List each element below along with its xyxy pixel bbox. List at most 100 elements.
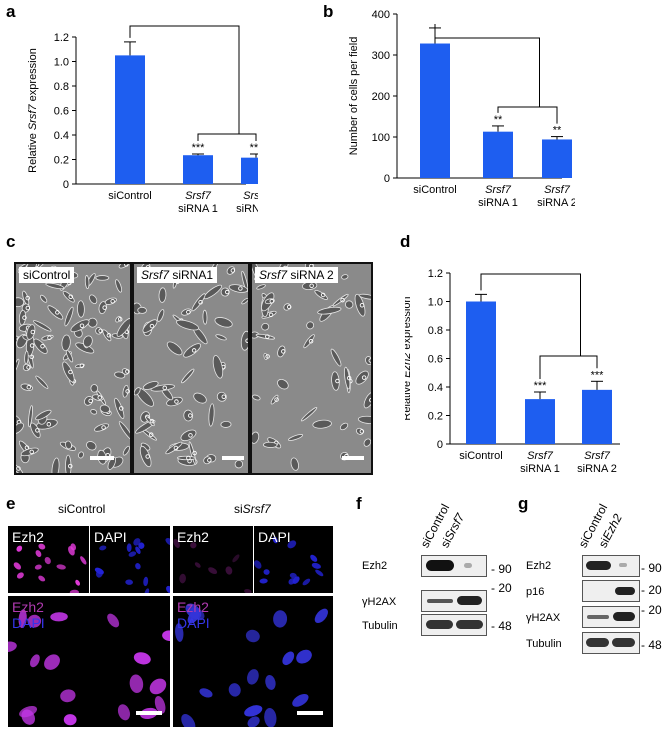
cell xyxy=(61,334,71,352)
nuclei xyxy=(254,536,324,586)
nucleus xyxy=(302,578,311,586)
cell-highlight xyxy=(340,297,345,303)
scale-bar xyxy=(222,456,244,460)
fluorescence-sicontrol-ezh2: Ezh2 xyxy=(8,526,89,593)
y-tick-label: 0.8 xyxy=(54,81,69,93)
nucleus xyxy=(247,716,260,727)
nucleus xyxy=(63,714,77,726)
bar xyxy=(241,157,258,184)
nucleus xyxy=(38,543,46,550)
cell xyxy=(330,348,342,367)
nuclei xyxy=(175,603,328,727)
significance-label: *** xyxy=(591,369,605,381)
cell xyxy=(35,375,49,389)
nucleus xyxy=(38,575,46,582)
cell-highlight xyxy=(224,289,230,295)
cell xyxy=(339,422,349,431)
mw-marker: - 48 xyxy=(641,638,662,652)
nucleus xyxy=(75,579,81,586)
cell-highlight xyxy=(101,425,106,430)
mw-marker: - 20 xyxy=(641,583,662,597)
micrograph-label: siControl xyxy=(19,267,75,283)
y-tick-label: 1.0 xyxy=(428,297,443,309)
nuclei xyxy=(173,538,252,593)
y-tick-label: 1.0 xyxy=(54,57,69,69)
cell-highlight xyxy=(106,333,112,338)
nucleus xyxy=(289,572,297,579)
cell-highlight xyxy=(102,305,107,310)
y-tick-label: 0.4 xyxy=(54,130,69,142)
nucleus xyxy=(247,669,259,685)
cell xyxy=(16,297,25,308)
panel-label-c: c xyxy=(6,232,16,251)
x-tick-label: siControl xyxy=(108,190,151,202)
cell-highlight xyxy=(188,433,193,438)
nucleus xyxy=(149,678,167,695)
channel-label-ezh2: Ezh2 xyxy=(177,599,209,615)
channel-label: DAPI xyxy=(258,529,291,545)
cell xyxy=(64,306,74,327)
nucleus xyxy=(128,551,137,557)
cell-highlight xyxy=(308,338,314,344)
nucleus xyxy=(272,536,278,544)
nucleus xyxy=(34,564,42,570)
y-tick-label: 0.2 xyxy=(428,411,443,423)
nucleus xyxy=(282,651,295,666)
nucleus xyxy=(264,707,277,727)
bar xyxy=(542,139,572,178)
nucleus xyxy=(225,566,233,575)
cell xyxy=(256,284,266,290)
blot-f-gh2ax xyxy=(421,590,487,612)
x-tick-label: Srsf7 xyxy=(527,450,554,462)
nuclei xyxy=(13,543,87,593)
bar xyxy=(420,43,450,178)
nucleus xyxy=(18,609,27,629)
cell xyxy=(252,394,261,401)
nucleus xyxy=(173,538,180,549)
panel-label-b: b xyxy=(323,2,334,21)
nucleus xyxy=(190,542,197,549)
nucleus xyxy=(80,556,87,565)
cell xyxy=(261,322,270,331)
nucleus xyxy=(228,683,241,697)
cell-highlight xyxy=(265,334,270,339)
blot-f-tubulin xyxy=(421,614,487,636)
nucleus xyxy=(144,588,150,593)
cell-highlight xyxy=(361,375,367,380)
panel-label-g: g xyxy=(518,494,529,513)
x-tick-label: siRNA 2 xyxy=(537,197,575,209)
cell-highlight xyxy=(186,309,191,315)
significance-bracket xyxy=(539,355,598,379)
chart-b-cells-per-field: 0 100 200 300 400 Number of cells per field si… xyxy=(348,9,575,209)
cell xyxy=(220,420,232,428)
chart-a-relative-srsf7-expression: 0 0.2 0.4 0.6 0.8 1.0 1.2 Relative Srsf7 expres… xyxy=(27,25,258,215)
cell xyxy=(176,319,200,331)
cell xyxy=(202,309,208,325)
cell xyxy=(306,321,315,330)
nucleus xyxy=(56,564,66,570)
cell xyxy=(107,456,117,470)
nucleus xyxy=(138,542,145,549)
nucleus xyxy=(133,652,151,665)
cell xyxy=(241,297,248,305)
significance-label: ** xyxy=(553,125,562,137)
blot-label-tubulin: Tubulin xyxy=(526,638,562,650)
nucleus xyxy=(263,569,270,575)
nucleus xyxy=(244,589,252,593)
cell-highlight xyxy=(25,295,30,301)
cell-highlight xyxy=(238,286,243,291)
cell-highlight xyxy=(145,454,150,459)
scale-bar xyxy=(136,711,162,715)
blot-label-tubulin: Tubulin xyxy=(362,620,398,632)
band xyxy=(456,620,483,629)
fluorescence-sicontrol-dapi: DAPI xyxy=(90,526,170,593)
nucleus xyxy=(107,613,120,628)
nucleus xyxy=(315,569,324,577)
nucleus xyxy=(143,576,149,587)
cell xyxy=(158,287,167,303)
mw-marker: - 90 xyxy=(491,562,512,576)
cell-highlight xyxy=(88,398,93,404)
cell-texture xyxy=(252,264,371,471)
cell xyxy=(51,457,60,473)
band xyxy=(457,596,482,605)
